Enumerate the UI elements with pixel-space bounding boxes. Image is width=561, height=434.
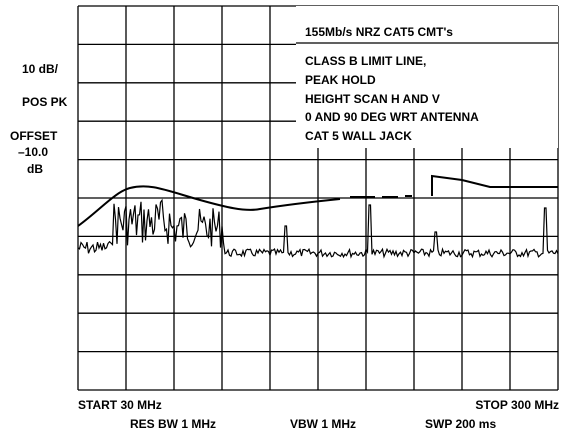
- offset-unit: dB: [27, 162, 43, 176]
- res-bw: RES BW 1 MHz: [130, 417, 216, 431]
- annotation-line: HEIGHT SCAN H AND V: [305, 92, 440, 106]
- annotation-title: 155Mb/s NRZ CAT5 CMT's: [305, 25, 453, 39]
- vbw: VBW 1 MHz: [290, 417, 356, 431]
- annotation-line: PEAK HOLD: [305, 73, 376, 87]
- annotation-line: CLASS B LIMIT LINE,: [305, 54, 426, 68]
- measured-trace: [77, 198, 559, 259]
- annotation-box: [296, 6, 558, 148]
- scale-label: 10 dB/: [22, 62, 59, 76]
- detector-label: POS PK: [22, 95, 68, 109]
- offset-value: –10.0: [18, 145, 48, 159]
- start-freq: START 30 MHz: [78, 398, 162, 412]
- limit-line: [77, 174, 558, 227]
- stop-freq: STOP 300 MHz: [475, 398, 559, 412]
- annotation-line: 0 AND 90 DEG WRT ANTENNA: [305, 110, 479, 124]
- annotation-line: CAT 5 WALL JACK: [305, 129, 412, 143]
- sweep: SWP 200 ms: [425, 417, 496, 431]
- offset-label: OFFSET: [10, 129, 58, 143]
